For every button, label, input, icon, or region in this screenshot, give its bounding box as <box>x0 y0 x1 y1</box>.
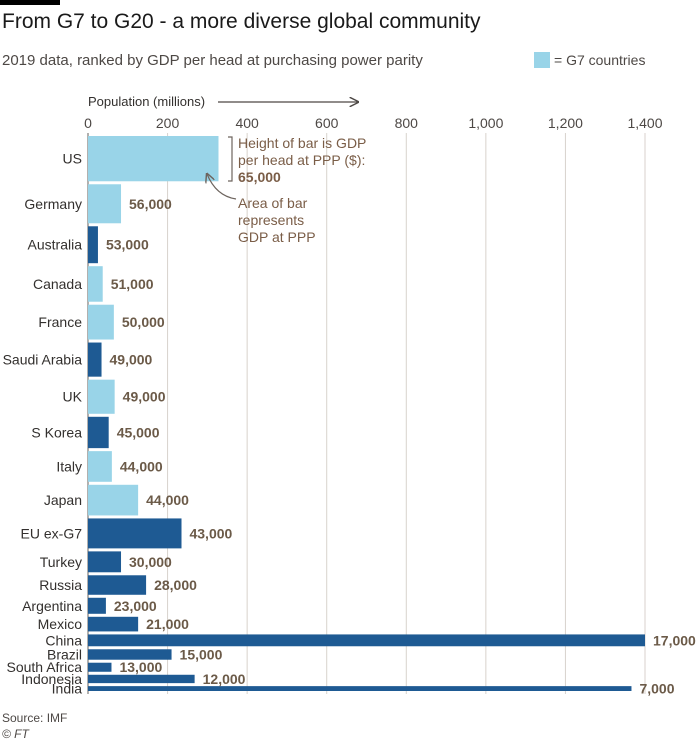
category-label: South Africa <box>7 659 83 675</box>
category-label: Brazil <box>47 646 82 662</box>
bar <box>88 674 195 684</box>
bar <box>88 342 102 377</box>
x-tick-label: 200 <box>156 115 180 131</box>
annotation-area: Area of bar represents GDP at PPP <box>207 174 316 245</box>
brand-bar <box>0 0 60 5</box>
bar <box>88 518 182 549</box>
value-label: 53,000 <box>106 237 149 253</box>
category-label: Australia <box>28 237 83 253</box>
category-label: Japan <box>44 492 82 508</box>
bar <box>88 662 112 672</box>
category-label: Russia <box>39 577 82 593</box>
chart-title: From G7 to G20 - a more diverse global c… <box>2 10 481 33</box>
x-tick-label: 1,000 <box>468 115 503 131</box>
bar <box>88 484 139 516</box>
bar <box>88 451 112 482</box>
value-label: 30,000 <box>129 554 172 570</box>
legend-label: = G7 countries <box>554 52 646 68</box>
bar <box>88 649 172 660</box>
category-label: Canada <box>33 276 82 292</box>
x-axis-title: Population (millions) <box>88 94 205 109</box>
bars <box>88 136 645 691</box>
category-label: Germany <box>24 196 82 212</box>
chart-subtitle: 2019 data, ranked by GDP per head at pur… <box>2 52 423 69</box>
category-label: Argentina <box>22 598 82 614</box>
x-tick-label: 400 <box>235 115 259 131</box>
bar <box>88 551 122 573</box>
bar <box>88 184 122 224</box>
category-label: UK <box>63 389 83 405</box>
value-label: 12,000 <box>203 671 246 687</box>
annotation-height-line-1: Height of bar is GDP <box>238 135 366 151</box>
annotation-bracket <box>228 136 233 182</box>
annotation-area-line-2: represents <box>238 212 304 228</box>
x-tick-label: 800 <box>395 115 419 131</box>
bar <box>88 575 147 595</box>
value-label: 28,000 <box>154 577 197 593</box>
value-label: 21,000 <box>146 616 189 632</box>
annotation-height: Height of bar is GDP per head at PPP ($)… <box>228 135 366 185</box>
category-label: US <box>63 151 82 167</box>
value-label: 15,000 <box>180 646 223 662</box>
value-label: 49,000 <box>110 352 153 368</box>
credit: © FT <box>2 727 29 741</box>
annotation-height-value: 65,000 <box>238 169 281 185</box>
value-label: 50,000 <box>122 314 165 330</box>
x-tick-label: 1,400 <box>627 115 662 131</box>
x-tick-label: 1,200 <box>548 115 583 131</box>
annotation-area-line-1: Area of bar <box>238 195 308 211</box>
bar <box>88 136 219 182</box>
legend: = G7 countries <box>534 52 645 68</box>
category-label: Italy <box>56 458 82 474</box>
value-labels: 56,000 53,000 51,000 50,000 49,000 49,000 45,0… <box>106 196 696 697</box>
category-label: Mexico <box>38 616 83 632</box>
bar <box>88 266 103 302</box>
value-label: 51,000 <box>111 276 154 292</box>
value-label: 44,000 <box>146 492 189 508</box>
bar <box>88 686 632 691</box>
value-label: 7,000 <box>639 681 674 697</box>
value-label: 23,000 <box>114 598 157 614</box>
value-label: 49,000 <box>123 389 166 405</box>
category-label: Indonesia <box>21 671 82 687</box>
annotation-height-line-2: per head at PPP ($): <box>238 152 365 168</box>
source-note: Source: IMF <box>2 711 68 725</box>
category-label: India <box>52 681 83 697</box>
category-label: EU ex-G7 <box>21 525 83 541</box>
category-label: Turkey <box>40 554 82 570</box>
category-label: S Korea <box>31 424 82 440</box>
gridlines <box>87 133 646 694</box>
legend-swatch-g7 <box>534 52 550 68</box>
bar <box>88 304 114 340</box>
bar <box>88 226 98 264</box>
bar <box>88 597 106 614</box>
bar <box>88 634 645 647</box>
value-label: 45,000 <box>117 424 160 440</box>
x-tick-label: 0 <box>84 115 92 131</box>
annotation-area-line-3: GDP at PPP <box>238 229 316 245</box>
value-label: 17,000 <box>653 632 696 648</box>
value-label: 13,000 <box>119 659 162 675</box>
x-axis-title-group: Population (millions) <box>88 94 358 109</box>
x-axis-ticks: 0 200 400 600 800 1,000 1,200 1,400 <box>84 115 663 131</box>
category-labels: US Germany Australia Canada France Saudi Arab… <box>3 151 83 697</box>
annotation-area-arrow <box>207 174 237 200</box>
category-label: Saudi Arabia <box>3 352 83 368</box>
category-label: China <box>45 632 82 648</box>
x-tick-label: 600 <box>315 115 339 131</box>
value-label: 44,000 <box>120 458 163 474</box>
value-label: 56,000 <box>129 196 172 212</box>
category-label: France <box>38 314 82 330</box>
bar <box>88 616 139 632</box>
bar <box>88 379 115 414</box>
bar <box>88 416 109 449</box>
value-label: 43,000 <box>189 525 232 541</box>
